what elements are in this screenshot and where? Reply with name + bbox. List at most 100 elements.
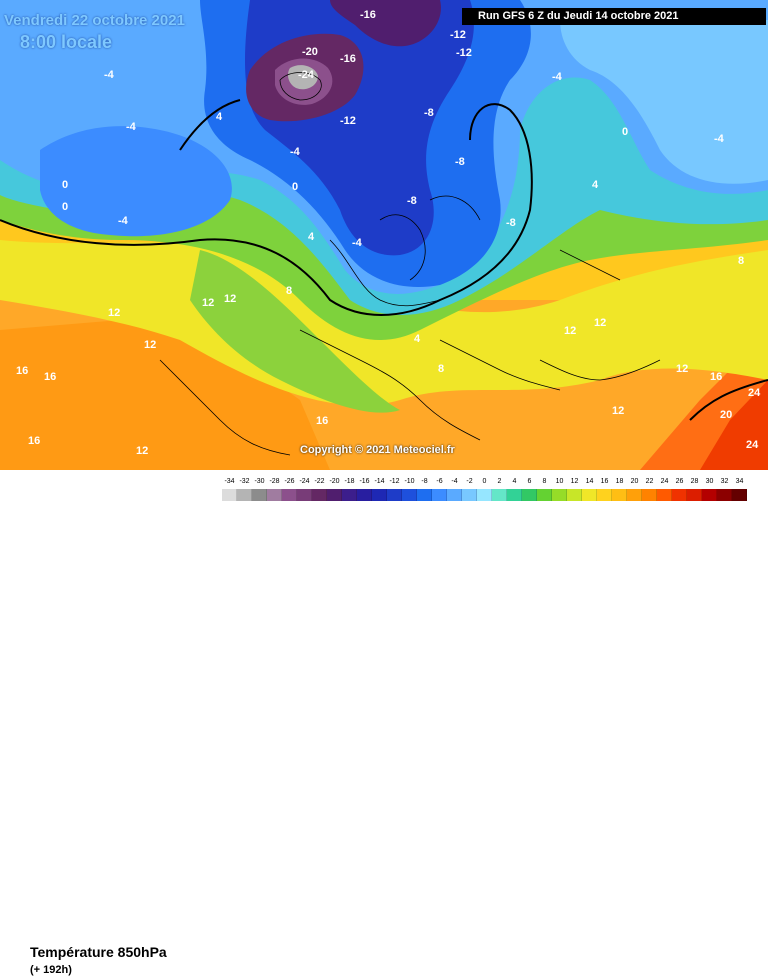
color-scale-label: -32 — [239, 478, 250, 485]
color-scale-label: 16 — [600, 478, 609, 485]
isotherm-labels: -24 -20 -16 -16 -12 -12 -12 -8 -8 -8 -8 … — [16, 9, 761, 457]
isotherm-label: 12 — [676, 363, 688, 375]
isotherm-label: 16 — [44, 371, 56, 383]
color-scale-swatch — [642, 489, 657, 501]
isotherm-label: 8 — [286, 285, 292, 297]
isotherm-label: 0 — [622, 126, 628, 138]
color-scale-swatch — [657, 489, 672, 501]
color-scale-label: 14 — [585, 478, 594, 485]
color-scale-label: -12 — [389, 478, 400, 485]
color-scale-swatch — [417, 489, 432, 501]
color-scale-label: -8 — [421, 478, 428, 485]
color-scale-label: 32 — [720, 478, 729, 485]
color-scale-label: 22 — [645, 478, 654, 485]
color-scale-swatch — [717, 489, 732, 501]
color-scale-swatch — [252, 489, 267, 501]
isotherm-label: 4 — [414, 333, 421, 345]
color-scale-label: -4 — [451, 478, 458, 485]
west-cold-tongue — [40, 126, 232, 237]
color-scale-swatch — [387, 489, 402, 501]
color-scale-swatch — [702, 489, 717, 501]
color-scale-swatch — [672, 489, 687, 501]
color-scale-label: -10 — [404, 478, 415, 485]
isotherm-label: 12 — [612, 405, 624, 417]
isotherm-label: 12 — [202, 297, 214, 309]
isotherm-label: 12 — [564, 325, 576, 337]
color-scale-label: 12 — [570, 478, 579, 485]
color-scale-label: 4 — [512, 478, 517, 485]
color-scale-label: -16 — [359, 478, 370, 485]
run-info-banner: Run GFS 6 Z du Jeudi 14 octobre 2021 — [462, 8, 766, 25]
color-scale-label: -6 — [436, 478, 443, 485]
isotherm-label: 12 — [108, 307, 120, 319]
color-scale-label: 30 — [705, 478, 714, 485]
color-scale-label: -34 — [224, 478, 235, 485]
color-scale-label: -26 — [284, 478, 295, 485]
color-scale-swatch — [507, 489, 522, 501]
color-scale-label: 18 — [615, 478, 624, 485]
isotherm-label: 12 — [136, 445, 148, 457]
southeast-very-hot-zone — [700, 380, 768, 470]
color-scale-label: -22 — [314, 478, 325, 485]
color-scale-swatch — [297, 489, 312, 501]
color-scale-label: 26 — [675, 478, 684, 485]
southwest-warm-zone — [0, 320, 330, 470]
color-scale-label: 20 — [630, 478, 639, 485]
color-scale-swatch — [222, 489, 237, 501]
isotherm-label: 8 — [738, 255, 744, 267]
map-title: Température 850hPa — [30, 944, 167, 960]
color-scale-swatch — [477, 489, 492, 501]
isotherm-label: -4 — [552, 71, 563, 83]
copyright-notice: Copyright © 2021 Meteociel.fr — [300, 444, 455, 456]
color-scale-label: -20 — [329, 478, 340, 485]
color-scale-swatch — [462, 489, 477, 501]
color-scale-swatch — [447, 489, 462, 501]
color-scale-swatch — [492, 489, 507, 501]
color-scale-swatch — [612, 489, 627, 501]
isotherm-label: 0 — [62, 179, 68, 191]
color-scale-swatch — [312, 489, 327, 501]
color-scale-label: 6 — [527, 478, 532, 485]
isotherm-label: 0 — [62, 201, 68, 213]
isotherm-line-2 — [179, 99, 241, 151]
color-scale-bar — [222, 489, 747, 501]
color-scale-label: -14 — [374, 478, 385, 485]
color-scale-label: -30 — [254, 478, 265, 485]
grey-core — [288, 65, 318, 90]
color-scale-swatch — [732, 489, 747, 501]
isotherm-label: 12 — [224, 293, 236, 305]
isotherm-label: -4 — [118, 215, 129, 227]
color-scale-label: 2 — [497, 478, 502, 485]
isotherm-label: -4 — [352, 237, 363, 249]
isotherm-label: -24 — [298, 69, 315, 81]
color-scale-swatch — [357, 489, 372, 501]
isotherm-label: -20 — [302, 46, 318, 58]
color-scale-label: -28 — [269, 478, 280, 485]
isotherm-line-3 — [689, 379, 768, 421]
color-scale-label: 28 — [690, 478, 699, 485]
color-scale-swatch — [267, 489, 282, 501]
isotherm-label: 12 — [594, 317, 606, 329]
isotherm-label: 16 — [28, 435, 40, 447]
isotherm-label: 16 — [16, 365, 28, 377]
forecast-time: 8:00 locale — [20, 32, 113, 52]
isotherm-label: -12 — [450, 29, 466, 41]
color-scale-label: -2 — [466, 478, 473, 485]
green-tongue-south — [190, 250, 400, 413]
color-scale-label: 8 — [542, 478, 547, 485]
color-scale-label: 34 — [735, 478, 744, 485]
isotherm-label: -12 — [456, 47, 472, 59]
color-scale-swatch — [237, 489, 252, 501]
isotherm-label: -4 — [104, 69, 115, 81]
color-scale-swatch — [522, 489, 537, 501]
isotherm-label: -4 — [126, 121, 137, 133]
isotherm-label: 4 — [592, 179, 599, 191]
isotherm-label: -8 — [506, 217, 516, 229]
isotherm-label: 12 — [144, 339, 156, 351]
isotherm-label: 20 — [720, 409, 732, 421]
temperature-map: -24 -20 -16 -16 -12 -12 -12 -8 -8 -8 -8 … — [0, 0, 768, 470]
color-scale-label: -18 — [344, 478, 355, 485]
isotherm-label: -16 — [340, 53, 356, 65]
color-scale-swatch — [402, 489, 417, 501]
forecast-date: Vendredi 22 octobre 2021 — [4, 12, 185, 29]
